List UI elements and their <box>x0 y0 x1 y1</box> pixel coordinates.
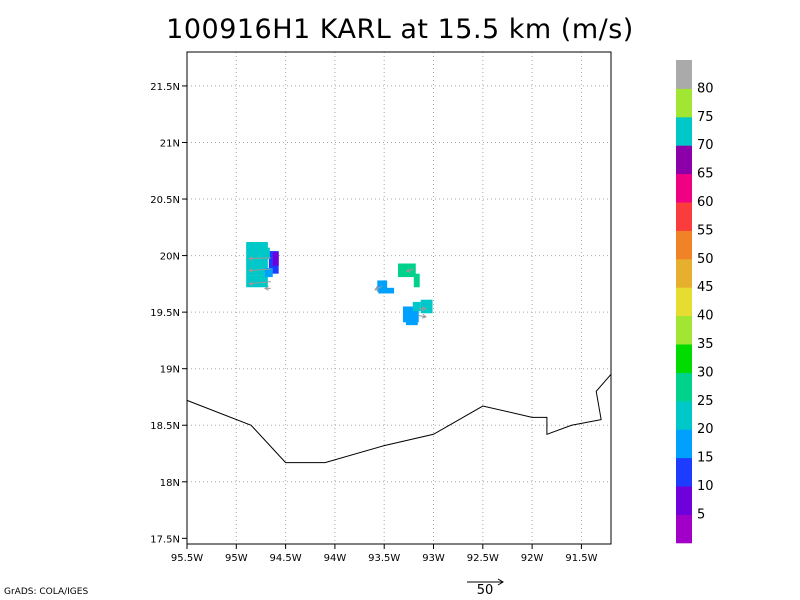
y-tick-label: 20.5N <box>150 195 180 206</box>
colorbar-segment <box>676 372 692 402</box>
wind-vector <box>249 281 271 285</box>
y-tick-label: 20N <box>160 252 180 263</box>
colorbar-segment <box>676 514 692 544</box>
wind-cell <box>378 287 395 294</box>
colorbar-label: 20 <box>697 422 714 437</box>
colorbar-label: 40 <box>697 309 714 324</box>
x-tick-label: 92W <box>521 553 544 564</box>
y-tick-label: 19N <box>160 365 180 376</box>
colorbar-label: 15 <box>697 451 714 466</box>
colorbar-label: 25 <box>697 394 714 409</box>
colorbar-segment <box>676 173 692 203</box>
wind-cell <box>246 275 268 288</box>
wind-cell <box>257 247 270 259</box>
coastline-path <box>186 374 612 464</box>
wind-cell <box>249 248 256 257</box>
colorbar-segment <box>676 60 692 89</box>
colorbar-label: 45 <box>697 280 714 295</box>
colorbar-label: 80 <box>697 81 714 96</box>
gridlines <box>187 52 611 544</box>
wind-cell <box>420 299 433 314</box>
wind-vectors <box>248 256 427 319</box>
reference-vector-label: 50 <box>476 583 494 598</box>
colorbar-segment <box>676 88 692 118</box>
wind-vector-head <box>248 256 254 261</box>
x-axis-ticks: 95.5W 95W 94.5W 94W 93.5W 93W 92.5W 92W 91.5W <box>171 544 598 564</box>
x-tick-label: 94W <box>324 553 347 564</box>
y-tick-label: 17.5N <box>150 534 180 545</box>
wind-vector-head <box>421 314 427 319</box>
y-axis-ticks: 17.5N 18N 18.5N 19N 19.5N 20N 20.5N 21N 21.5N <box>150 82 187 545</box>
reference-vector <box>467 578 504 586</box>
colorbar-segment <box>676 429 692 459</box>
x-tick-label: 93W <box>422 553 445 564</box>
colorbar-segment <box>676 486 692 515</box>
wind-cell <box>413 273 420 288</box>
y-tick-label: 18N <box>160 478 180 489</box>
colorbar-segment <box>676 344 692 373</box>
wind-cell <box>398 263 416 278</box>
wind-vector-head <box>248 281 254 286</box>
colorbar-label: 65 <box>697 167 714 182</box>
x-tick-label: 95W <box>225 553 248 564</box>
x-tick-label: 91.5W <box>565 553 597 564</box>
x-tick-label: 94.5W <box>270 553 302 564</box>
wind-cell <box>405 319 418 326</box>
wind-vector-head <box>264 286 269 291</box>
colorbar-label: 70 <box>697 138 714 153</box>
plot-frame <box>186 51 612 545</box>
colorbar-segment <box>676 287 692 317</box>
software-credit: GrADS: COLA/IGES <box>4 587 89 597</box>
wind-speed-cells <box>246 242 433 326</box>
y-tick-label: 19.5N <box>150 308 180 319</box>
wind-cell <box>264 268 273 278</box>
colorbar-segment <box>676 116 692 146</box>
y-tick-label: 21.5N <box>150 82 180 93</box>
colorbar-label: 60 <box>697 195 714 210</box>
wind-cell <box>272 252 279 266</box>
wind-vector-head <box>422 306 427 312</box>
colorbar-label: 35 <box>697 337 714 352</box>
colorbar-segment <box>676 230 692 260</box>
reference-vector-head <box>497 578 504 586</box>
colorbar-label: 30 <box>697 365 714 380</box>
wind-vector <box>249 257 271 260</box>
colorbar-segment <box>676 145 692 175</box>
wind-vector <box>406 268 414 272</box>
colorbar-segment <box>676 258 692 288</box>
x-tick-label: 93.5W <box>368 553 400 564</box>
wind-vector-head <box>248 268 254 273</box>
colorbar-label: 5 <box>697 507 705 522</box>
colorbar-segment <box>676 315 692 345</box>
colorbar: 5 10 15 20 25 30 35 40 45 50 55 60 65 70 75 80 <box>676 60 714 544</box>
colorbar-label: 10 <box>697 479 714 494</box>
colorbar-segment <box>676 457 692 487</box>
y-tick-label: 21N <box>160 138 180 149</box>
x-tick-label: 92.5W <box>467 553 499 564</box>
wind-vector <box>249 268 271 272</box>
wind-vector-head <box>374 286 380 291</box>
wind-vector <box>418 315 427 318</box>
colorbar-label: 75 <box>697 110 714 125</box>
colorbar-label: 50 <box>697 252 714 267</box>
wind-vector-head <box>405 268 411 273</box>
plot-title: 100916H1 KARL at 15.5 km (m/s) <box>166 14 634 45</box>
colorbar-segment <box>676 202 692 231</box>
x-tick-label: 95.5W <box>171 553 203 564</box>
coastline <box>186 374 612 464</box>
wind-vector <box>374 285 383 291</box>
y-tick-label: 18.5N <box>150 421 180 432</box>
colorbar-segment <box>676 400 692 430</box>
colorbar-label: 55 <box>697 223 714 238</box>
wind-cell <box>412 301 421 312</box>
